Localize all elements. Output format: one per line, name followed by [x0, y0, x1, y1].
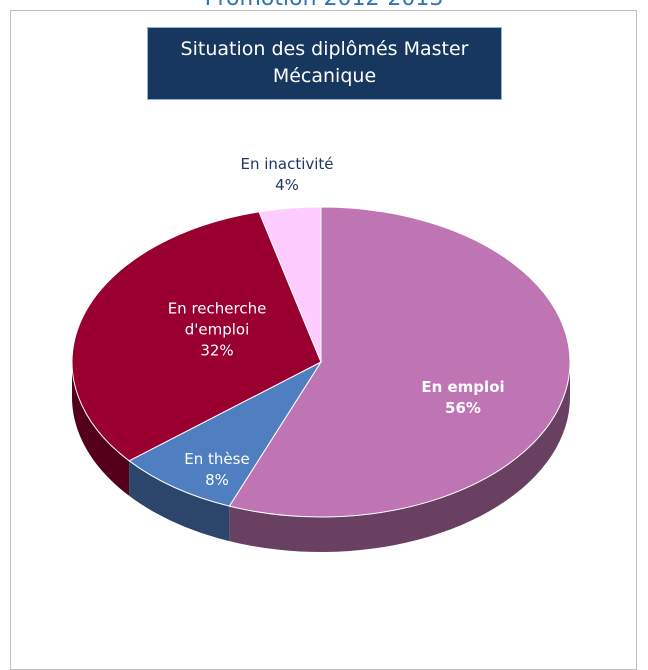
value-label: 8% [205, 471, 229, 489]
slice-label: En inactivité 4% [240, 154, 333, 196]
slice [128, 360, 323, 507]
slice-label: En recherche d'emploi 32% [162, 299, 272, 362]
value-label: 32% [200, 341, 234, 360]
category-label: En recherche d'emploi [167, 299, 267, 339]
category-label: En inactivité [240, 155, 334, 173]
category-label: En thèse [184, 450, 250, 468]
value-label: 4% [275, 176, 299, 194]
slice-side [229, 362, 571, 552]
slice-label: En thèse 8% [184, 449, 249, 491]
category-label: En emploi [421, 378, 505, 396]
slice-side [72, 362, 130, 496]
slice [258, 206, 322, 363]
slice-side [129, 460, 230, 542]
slice [228, 206, 571, 518]
slice [71, 211, 322, 462]
slice-label: En emploi 56% [421, 377, 504, 419]
heading: Promotion 2012-2013 [0, 0, 648, 11]
chart-title: Situation des diplômés Master Mécanique [147, 27, 502, 100]
value-label: 56% [445, 399, 481, 417]
